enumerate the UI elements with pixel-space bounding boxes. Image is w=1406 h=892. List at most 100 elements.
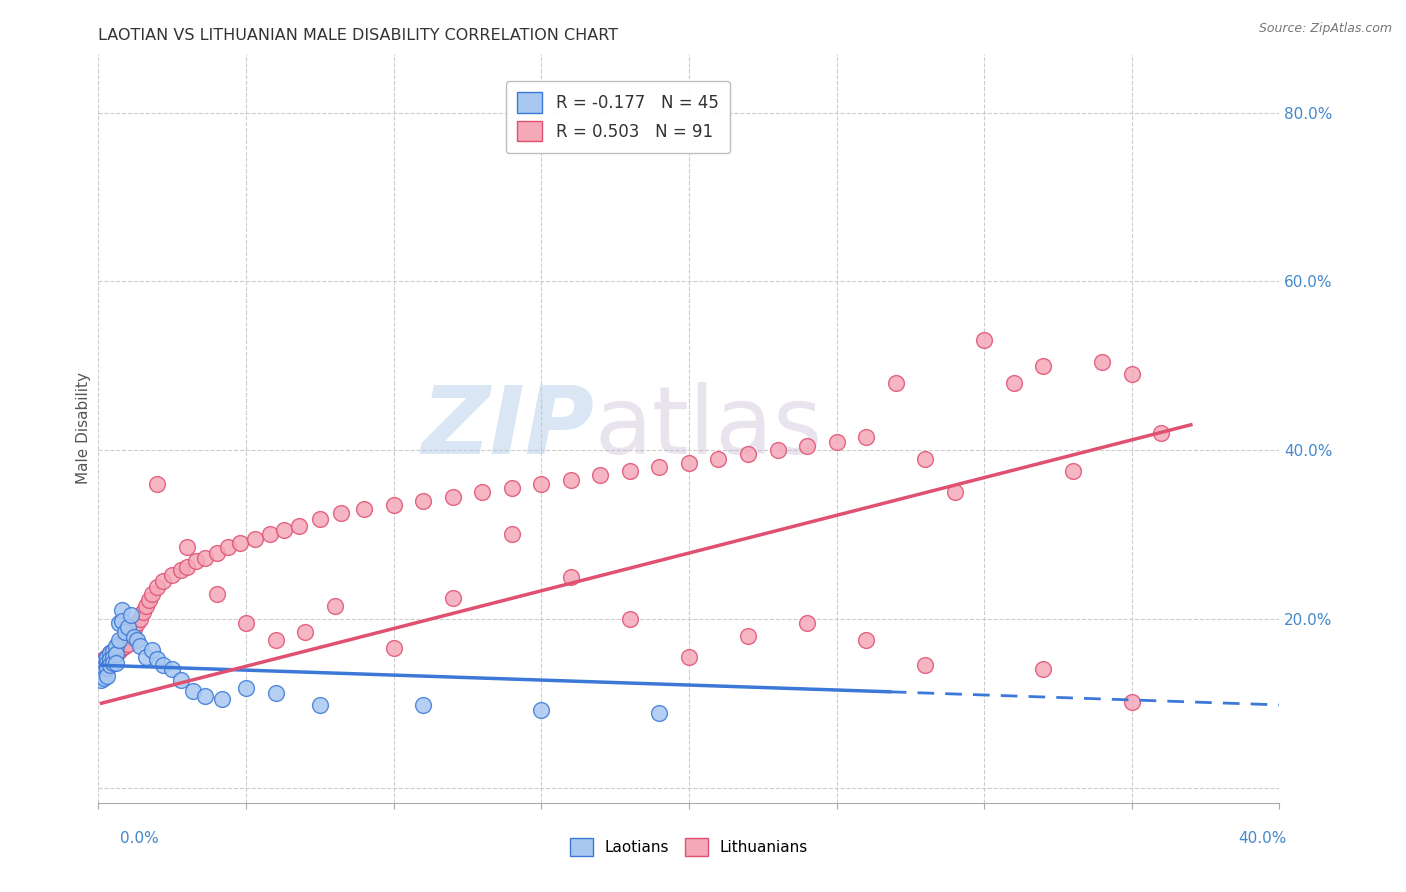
Point bbox=[146, 476, 169, 491]
Point bbox=[471, 485, 494, 500]
Point bbox=[412, 698, 434, 712]
Point bbox=[737, 447, 759, 461]
Point bbox=[125, 616, 148, 631]
Point bbox=[98, 658, 121, 673]
Point bbox=[98, 646, 121, 660]
Point bbox=[111, 603, 134, 617]
Point bbox=[309, 512, 332, 526]
Text: LAOTIAN VS LITHUANIAN MALE DISABILITY CORRELATION CHART: LAOTIAN VS LITHUANIAN MALE DISABILITY CO… bbox=[98, 28, 619, 43]
Point bbox=[176, 540, 198, 554]
Point bbox=[98, 652, 121, 666]
Point bbox=[162, 568, 183, 582]
Point bbox=[181, 683, 204, 698]
Point bbox=[194, 690, 217, 704]
Point bbox=[162, 663, 183, 677]
Point bbox=[1150, 426, 1173, 441]
Point bbox=[825, 434, 848, 449]
Point bbox=[1032, 359, 1054, 373]
Point bbox=[619, 612, 641, 626]
Legend: Laotians, Lithuanians: Laotians, Lithuanians bbox=[564, 831, 814, 863]
Point bbox=[105, 641, 128, 656]
Point bbox=[108, 632, 131, 647]
Point bbox=[441, 490, 464, 504]
Point bbox=[105, 648, 128, 662]
Point bbox=[125, 632, 148, 647]
Point bbox=[111, 614, 134, 628]
Point bbox=[122, 631, 145, 645]
Point bbox=[235, 681, 257, 695]
Point bbox=[501, 481, 523, 495]
Point bbox=[707, 451, 730, 466]
Point bbox=[90, 666, 112, 681]
Point bbox=[96, 656, 118, 670]
Point bbox=[141, 586, 163, 600]
Point bbox=[1121, 367, 1143, 381]
Text: 40.0%: 40.0% bbox=[1239, 831, 1286, 846]
Point bbox=[766, 443, 789, 458]
Point bbox=[111, 641, 134, 656]
Point bbox=[117, 637, 139, 651]
Point bbox=[914, 451, 936, 466]
Point bbox=[114, 639, 136, 653]
Point bbox=[152, 658, 174, 673]
Point bbox=[146, 580, 169, 594]
Point bbox=[1091, 354, 1114, 368]
Point bbox=[648, 460, 671, 475]
Point bbox=[111, 635, 134, 649]
Point bbox=[122, 622, 145, 636]
Point bbox=[796, 439, 818, 453]
Point bbox=[93, 654, 115, 668]
Point bbox=[114, 632, 136, 647]
Point bbox=[323, 599, 346, 614]
Point bbox=[138, 593, 160, 607]
Point bbox=[412, 493, 434, 508]
Point bbox=[205, 546, 228, 560]
Point bbox=[152, 574, 174, 588]
Y-axis label: Male Disability: Male Disability bbox=[76, 372, 91, 484]
Point bbox=[120, 607, 142, 622]
Point bbox=[973, 334, 995, 348]
Text: atlas: atlas bbox=[595, 382, 823, 475]
Point bbox=[93, 665, 115, 679]
Text: Source: ZipAtlas.com: Source: ZipAtlas.com bbox=[1258, 22, 1392, 36]
Point bbox=[1032, 663, 1054, 677]
Point bbox=[103, 656, 125, 670]
Point bbox=[120, 627, 142, 641]
Point bbox=[103, 649, 125, 664]
Point bbox=[90, 656, 112, 670]
Point bbox=[108, 616, 131, 631]
Point bbox=[128, 612, 150, 626]
Point bbox=[194, 551, 217, 566]
Point bbox=[93, 660, 115, 674]
Point bbox=[170, 673, 193, 687]
Point bbox=[90, 663, 112, 677]
Point bbox=[294, 624, 316, 639]
Point bbox=[678, 456, 700, 470]
Point bbox=[211, 692, 233, 706]
Point bbox=[560, 569, 582, 583]
Point bbox=[103, 644, 125, 658]
Point bbox=[132, 605, 155, 619]
Point bbox=[273, 523, 295, 537]
Point bbox=[243, 532, 266, 546]
Point bbox=[235, 616, 257, 631]
Point bbox=[90, 663, 112, 677]
Point bbox=[98, 646, 121, 660]
Point bbox=[589, 468, 612, 483]
Point bbox=[96, 656, 118, 670]
Point bbox=[117, 631, 139, 645]
Point bbox=[98, 652, 121, 666]
Point bbox=[205, 586, 228, 600]
Text: 0.0%: 0.0% bbox=[120, 831, 159, 846]
Point bbox=[648, 706, 671, 721]
Point bbox=[108, 644, 131, 658]
Text: ZIP: ZIP bbox=[422, 382, 595, 475]
Point bbox=[530, 703, 553, 717]
Point bbox=[217, 540, 239, 554]
Point bbox=[184, 554, 207, 568]
Point bbox=[93, 671, 115, 685]
Point bbox=[96, 669, 118, 683]
Point bbox=[259, 527, 281, 541]
Point bbox=[382, 641, 405, 656]
Point bbox=[103, 644, 125, 658]
